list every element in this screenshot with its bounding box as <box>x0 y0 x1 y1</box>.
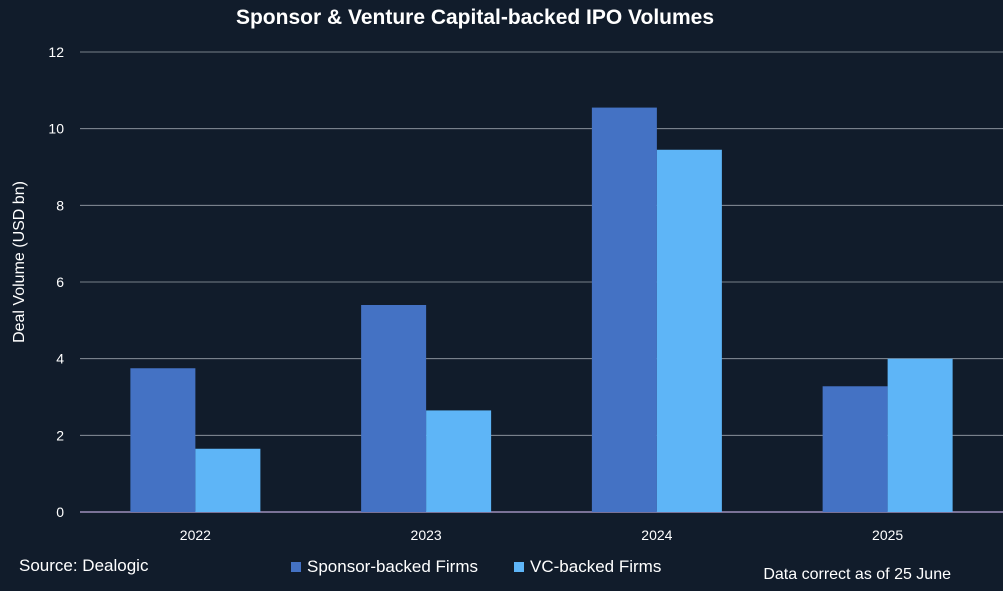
legend-item-sponsor: Sponsor-backed Firms <box>291 557 478 577</box>
x-tick-label: 2023 <box>411 527 442 543</box>
source-text: Source: Dealogic <box>19 556 149 575</box>
chart-title: Sponsor & Venture Capital-backed IPO Vol… <box>235 6 715 29</box>
x-tick-label: 2024 <box>641 527 672 543</box>
legend-swatch-vc <box>514 562 525 572</box>
legend-swatch-sponsor <box>291 562 301 572</box>
bar-vc-backed-firms2022 <box>195 448 261 512</box>
legend: Sponsor-backed Firms VC-backed Firms <box>291 557 661 577</box>
bar-vc-backed-firms2023 <box>426 410 492 512</box>
x-tick-label: 2025 <box>872 527 903 543</box>
data-note: Data correct as of 25 June <box>763 566 951 583</box>
bar-sponsor-backed-firms2022 <box>130 368 196 512</box>
y-tick-label: 12 <box>48 44 64 60</box>
x-tick-label: 2022 <box>180 527 211 543</box>
legend-item-vc: VC-backed Firms <box>514 557 661 577</box>
y-tick-label: 6 <box>56 274 64 290</box>
y-tick-label: 0 <box>56 504 64 520</box>
bar-sponsor-backed-firms2024 <box>591 107 657 512</box>
y-tick-label: 10 <box>48 121 64 137</box>
legend-label-vc: VC-backed Firms <box>530 557 662 576</box>
bar-sponsor-backed-firms2023 <box>361 305 427 512</box>
y-tick-label: 8 <box>56 197 64 213</box>
y-tick-label: 2 <box>56 427 64 443</box>
legend-label-sponsor: Sponsor-backed Firms <box>307 557 479 576</box>
bar-sponsor-backed-firms2025 <box>822 386 888 512</box>
y-axis-label: Deal Volume (USD bn) <box>11 181 28 343</box>
bar-vc-backed-firms2024 <box>656 149 722 512</box>
y-tick-label: 4 <box>56 351 64 367</box>
bar-vc-backed-firms2025 <box>887 358 953 512</box>
